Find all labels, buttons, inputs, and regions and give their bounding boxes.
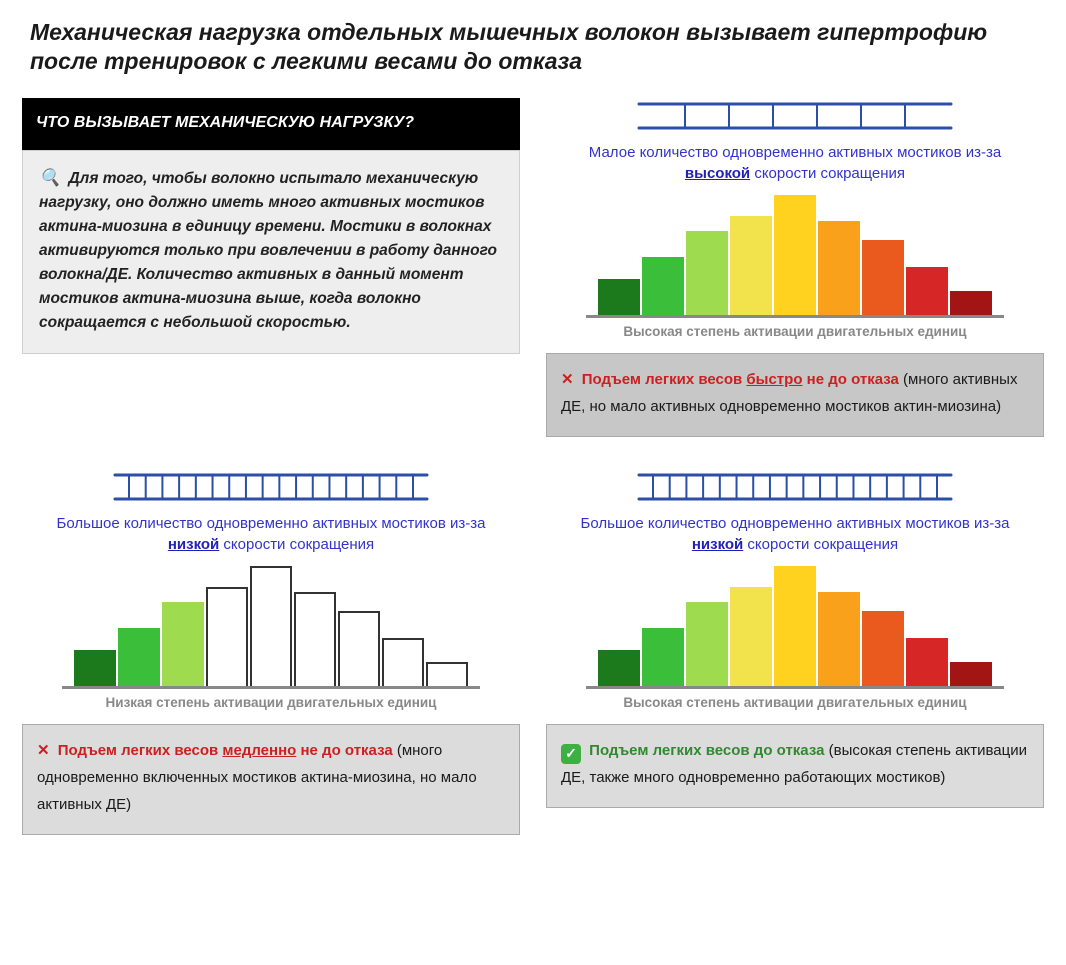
bar [162, 602, 204, 686]
note-lead: Подъем легких весов медленно не до отказ… [58, 742, 397, 759]
axis-label-slow-high: Высокая степень активации двигательных е… [623, 695, 966, 710]
cross-icon: ✕ [561, 371, 574, 388]
bar [730, 587, 772, 685]
bar [642, 257, 684, 315]
note-slow-high: ✓ Подъем легких весов до отказа (высокая… [546, 724, 1044, 808]
note-lead: Подъем легких весов до отказа [589, 742, 828, 759]
barchart-slow-low [62, 569, 480, 689]
bar [74, 650, 116, 686]
bar [862, 611, 904, 685]
bar [426, 662, 468, 686]
caption-slow-high: Большое количество одновременно активных… [546, 513, 1044, 555]
axis-label-fast-high: Высокая степень активации двигательных е… [623, 324, 966, 339]
bar [642, 628, 684, 686]
barchart-slow-high [586, 569, 1004, 689]
ladder-icon-dense [635, 469, 955, 505]
check-icon: ✓ [561, 744, 581, 764]
bar [906, 638, 948, 686]
info-body: 🔍 Для того, чтобы волокно испытало механ… [22, 150, 520, 354]
cross-icon: ✕ [37, 742, 50, 759]
bar [730, 216, 772, 314]
bar [294, 592, 336, 686]
bar [774, 195, 816, 315]
bar [774, 566, 816, 686]
info-block: ЧТО ВЫЗЫВАЕТ МЕХАНИЧЕСКУЮ НАГРУЗКУ? 🔍 Дл… [22, 98, 520, 354]
note-slow-low: ✕ Подъем легких весов медленно не до отк… [22, 724, 520, 835]
bar [818, 221, 860, 315]
ladder-icon-sparse [635, 98, 955, 134]
info-body-text: Для того, чтобы волокно испытало механич… [39, 170, 497, 331]
bar [118, 628, 160, 686]
bar [206, 587, 248, 685]
bar [906, 267, 948, 315]
info-header: ЧТО ВЫЗЫВАЕТ МЕХАНИЧЕСКУЮ НАГРУЗКУ? [22, 98, 520, 150]
bar [382, 638, 424, 686]
bar [338, 611, 380, 685]
panel-slow-low: Большое количество одновременно активных… [22, 469, 520, 835]
panel-slow-high: Большое количество одновременно активных… [546, 469, 1044, 808]
panel-fast-high: Малое количество одновременно активных м… [546, 98, 1044, 437]
bar [950, 291, 992, 315]
note-fast-high: ✕ Подъем легких весов быстро не до отказ… [546, 353, 1044, 437]
bar [686, 231, 728, 315]
ladder-icon-dense [111, 469, 431, 505]
bar [598, 650, 640, 686]
bar [950, 662, 992, 686]
page-title: Механическая нагрузка отдельных мышечных… [22, 18, 1044, 76]
magnifier-icon: 🔍 [39, 168, 60, 187]
note-lead: Подъем легких весов быстро не до отказа [582, 371, 903, 388]
bar [686, 602, 728, 686]
bar [862, 240, 904, 314]
bar [818, 592, 860, 686]
bar [250, 566, 292, 686]
caption-fast-high: Малое количество одновременно активных м… [546, 142, 1044, 184]
caption-slow-low: Большое количество одновременно активных… [22, 513, 520, 555]
main-grid: ЧТО ВЫЗЫВАЕТ МЕХАНИЧЕСКУЮ НАГРУЗКУ? 🔍 Дл… [22, 98, 1044, 835]
axis-label-slow-low: Низкая степень активации двигательных ед… [106, 695, 437, 710]
barchart-fast-high [586, 198, 1004, 318]
bar [598, 279, 640, 315]
